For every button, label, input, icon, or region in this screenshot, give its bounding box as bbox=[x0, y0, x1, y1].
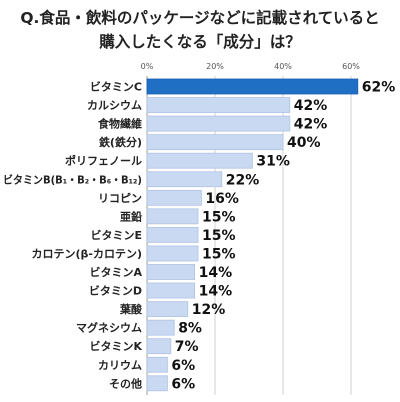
bar bbox=[146, 134, 284, 151]
category-label: 食物繊維 bbox=[98, 117, 142, 131]
category-label: ビタミンD bbox=[89, 284, 142, 298]
chart-title-line-2: 購入したくなる「成分」は？ bbox=[99, 33, 301, 51]
category-label: カルシウム bbox=[87, 99, 142, 112]
category-label: マグネシウム bbox=[76, 321, 142, 335]
value-label: 16% bbox=[205, 191, 239, 207]
bar bbox=[146, 171, 223, 188]
category-label: ビタミンA bbox=[89, 265, 142, 279]
category-label: リコピン bbox=[98, 192, 142, 205]
value-label: 6% bbox=[171, 358, 195, 374]
value-label: 15% bbox=[202, 246, 236, 262]
x-tick-label: 60% bbox=[342, 62, 360, 71]
bar bbox=[146, 282, 195, 299]
bar bbox=[146, 264, 195, 280]
bar bbox=[146, 97, 291, 113]
bar bbox=[146, 226, 199, 243]
chart-title-line-1: Q.食品・飲料のパッケージなどに記載されていると bbox=[20, 9, 380, 27]
x-tick-label: 20% bbox=[206, 62, 224, 71]
x-tick-label: 0% bbox=[141, 62, 154, 71]
category-label: ビタミンC bbox=[90, 80, 142, 94]
bar bbox=[146, 245, 199, 262]
category-label: ビタミンK bbox=[89, 339, 142, 353]
category-label: 鉄(鉄分) bbox=[99, 135, 142, 149]
bar bbox=[146, 375, 168, 392]
value-label: 40% bbox=[287, 135, 321, 151]
value-label: 15% bbox=[202, 228, 236, 244]
bar bbox=[146, 208, 199, 225]
bar bbox=[146, 356, 168, 373]
bar bbox=[146, 78, 359, 95]
category-label: ビタミンE bbox=[90, 228, 142, 242]
category-label: カリウム bbox=[98, 359, 142, 372]
category-label: その他 bbox=[109, 376, 142, 390]
bar bbox=[146, 338, 172, 355]
x-tick-label: 40% bbox=[274, 62, 292, 71]
category-label: ポリフェノール bbox=[65, 154, 142, 168]
value-label: 62% bbox=[362, 80, 396, 96]
value-label: 14% bbox=[199, 284, 233, 300]
value-label: 12% bbox=[192, 302, 226, 318]
value-label: 14% bbox=[199, 265, 233, 281]
bar bbox=[146, 189, 202, 206]
bar bbox=[146, 319, 175, 336]
value-label: 42% bbox=[294, 117, 328, 133]
value-label: 22% bbox=[226, 172, 260, 188]
value-label: 6% bbox=[171, 376, 195, 392]
category-label: カロテン(β-カロテン) bbox=[32, 247, 143, 260]
value-label: 7% bbox=[175, 339, 199, 355]
category-label: ビタミンB(B₁・B₂・B₆・B₁₂) bbox=[3, 172, 142, 186]
bar bbox=[146, 152, 253, 169]
bar bbox=[146, 115, 291, 132]
category-label: 亜鉛 bbox=[120, 209, 142, 223]
category-label: 葉酸 bbox=[119, 302, 143, 316]
value-label: 31% bbox=[256, 154, 290, 170]
value-label: 42% bbox=[294, 98, 328, 114]
value-label: 15% bbox=[202, 209, 236, 225]
bar bbox=[146, 301, 189, 318]
value-label: 8% bbox=[178, 321, 202, 337]
